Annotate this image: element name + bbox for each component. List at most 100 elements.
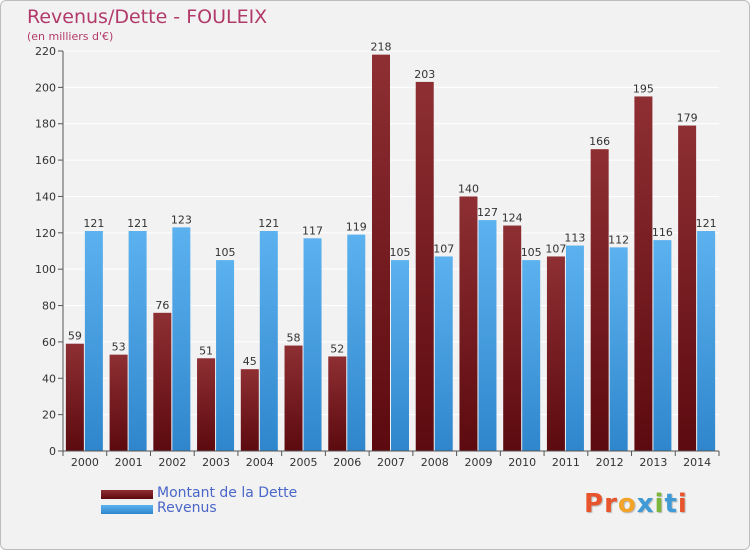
bar-revenue	[172, 227, 191, 451]
data-label-revenue: 112	[608, 233, 629, 246]
bar-debt	[459, 196, 478, 451]
x-tick-label: 2011	[552, 456, 580, 469]
legend-label-debt: Montant de la Dette	[157, 485, 298, 501]
y-tick-label: 140	[35, 190, 56, 203]
y-tick-label: 200	[35, 81, 56, 94]
data-label-debt: 124	[502, 212, 523, 225]
logo-letter: i	[654, 489, 665, 519]
x-tick-label: 2013	[639, 456, 667, 469]
bar-revenue	[259, 231, 278, 451]
data-label-debt: 218	[371, 41, 392, 54]
x-tick-label: 2014	[683, 456, 711, 469]
bar-revenue	[347, 234, 366, 451]
bar-debt	[415, 81, 434, 451]
data-label-revenue: 121	[83, 217, 104, 230]
bar-revenue	[303, 238, 322, 451]
data-label-debt: 58	[287, 332, 301, 345]
logo-letter: r	[604, 489, 618, 519]
bar-debt	[284, 345, 303, 451]
legend-label-revenue: Revenus	[157, 500, 217, 516]
data-label-debt: 166	[589, 135, 610, 148]
bar-debt	[240, 369, 259, 451]
y-tick-label: 20	[42, 409, 56, 422]
x-tick-label: 2002	[158, 456, 186, 469]
bar-debt	[109, 354, 128, 451]
data-label-debt: 203	[414, 68, 435, 81]
x-tick-label: 2000	[71, 456, 99, 469]
bar-revenue	[609, 247, 628, 451]
data-label-debt: 59	[68, 330, 82, 343]
data-label-revenue: 121	[127, 217, 148, 230]
data-label-revenue: 105	[390, 246, 411, 259]
legend-swatch-revenue	[101, 505, 153, 514]
x-tick-label: 2008	[421, 456, 449, 469]
x-tick-label: 2001	[115, 456, 143, 469]
bar-revenue	[697, 231, 716, 451]
data-label-revenue: 105	[521, 246, 542, 259]
bar-debt	[503, 225, 522, 451]
bar-revenue	[565, 245, 584, 451]
logo-letter: P	[584, 489, 605, 519]
y-tick-label: 100	[35, 263, 56, 276]
data-label-debt: 107	[545, 242, 566, 255]
data-label-revenue: 121	[696, 217, 717, 230]
bar-revenue	[478, 220, 497, 451]
data-label-revenue: 113	[564, 232, 585, 245]
y-tick-label: 0	[49, 445, 56, 458]
data-label-debt: 53	[112, 341, 126, 354]
data-label-debt: 195	[633, 82, 654, 95]
x-tick-label: 2010	[508, 456, 536, 469]
bar-debt	[153, 312, 172, 451]
bar-debt	[65, 343, 84, 451]
data-label-debt: 45	[243, 355, 257, 368]
bar-revenue	[391, 260, 409, 451]
x-tick-label: 2009	[464, 456, 492, 469]
data-label-revenue: 117	[302, 224, 323, 237]
x-tick-label: 2003	[202, 456, 230, 469]
logo-letter: o	[617, 489, 637, 519]
proxiti-logo: Proxiti	[584, 489, 688, 519]
x-tick-label: 2007	[377, 456, 405, 469]
y-tick-label: 180	[35, 118, 56, 131]
x-tick-label: 2005	[290, 456, 318, 469]
logo-letter: x	[636, 489, 655, 519]
data-label-revenue: 127	[477, 206, 498, 219]
y-tick-label: 220	[35, 45, 56, 58]
data-label-debt: 76	[155, 299, 169, 312]
bar-debt	[372, 54, 390, 452]
data-label-debt: 52	[330, 342, 344, 355]
bar-revenue	[653, 240, 672, 451]
y-tick-label: 80	[42, 300, 56, 313]
data-label-debt: 179	[677, 112, 698, 125]
bar-revenue	[522, 260, 541, 451]
data-label-revenue: 107	[433, 242, 454, 255]
data-label-debt: 51	[199, 344, 213, 357]
data-label-revenue: 105	[215, 246, 236, 259]
bar-debt	[197, 358, 216, 451]
y-tick-label: 160	[35, 154, 56, 167]
data-label-revenue: 121	[258, 217, 279, 230]
bar-revenue	[84, 231, 103, 451]
data-label-revenue: 123	[171, 213, 192, 226]
bar-debt	[328, 356, 347, 451]
logo-letter: i	[677, 489, 688, 519]
bar-revenue	[216, 260, 235, 451]
x-tick-label: 2006	[333, 456, 361, 469]
bar-debt	[678, 125, 697, 451]
y-tick-label: 120	[35, 227, 56, 240]
x-tick-label: 2012	[596, 456, 624, 469]
bar-revenue	[434, 256, 453, 451]
y-tick-label: 40	[42, 372, 56, 385]
bar-debt	[590, 149, 609, 451]
bar-debt	[634, 96, 653, 452]
data-label-debt: 140	[458, 182, 479, 195]
x-tick-label: 2004	[246, 456, 274, 469]
logo-letter: t	[664, 489, 678, 519]
legend-swatch-debt	[101, 490, 153, 499]
bar-revenue	[128, 231, 147, 451]
chart-title: Revenus/Dette - FOULEIX	[27, 6, 268, 28]
bar-debt	[546, 256, 565, 451]
chart-subtitle: (en milliers d'€)	[27, 30, 114, 43]
